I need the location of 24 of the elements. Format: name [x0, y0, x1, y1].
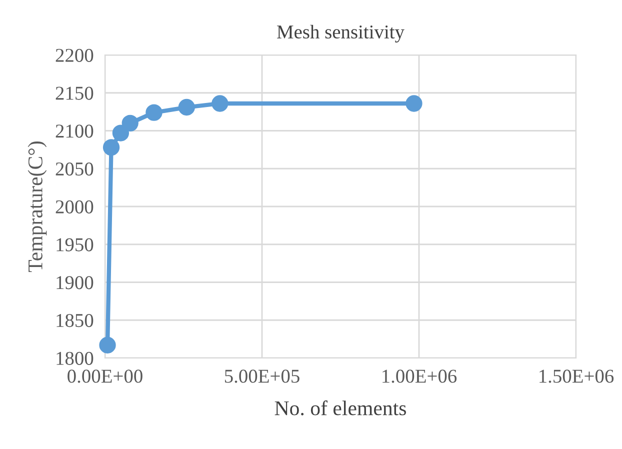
y-tick-label: 2150: [56, 86, 94, 100]
y-tick-label: 1900: [56, 276, 94, 290]
x-tick-label: 5.00E+05: [224, 370, 300, 383]
y-tick-label: 2000: [56, 200, 94, 214]
x-tick-label: 1.00E+06: [382, 370, 457, 383]
point: [112, 124, 130, 142]
y-tick-label: 1800: [56, 352, 94, 365]
y-tick-label: 2100: [56, 124, 94, 138]
point: [102, 139, 120, 156]
point: [99, 336, 116, 354]
y-tick-label: 2050: [56, 162, 94, 176]
point: [122, 114, 138, 132]
point: [406, 95, 422, 112]
point: [178, 98, 195, 116]
y-tick-label: 1850: [56, 314, 94, 328]
x-tick-label: 0.00E+00: [68, 370, 142, 383]
y-tick-label: 2200: [56, 48, 94, 62]
point: [146, 104, 162, 121]
chart-title: Mesh sensitivity: [277, 24, 404, 43]
y-axis-title: Temprature(C°): [28, 142, 47, 272]
x-axis-title: No. of elements: [274, 400, 406, 416]
point: [212, 95, 228, 112]
x-tick-label: 1.50E+06: [540, 370, 614, 383]
y-tick-label: 1950: [56, 238, 94, 252]
